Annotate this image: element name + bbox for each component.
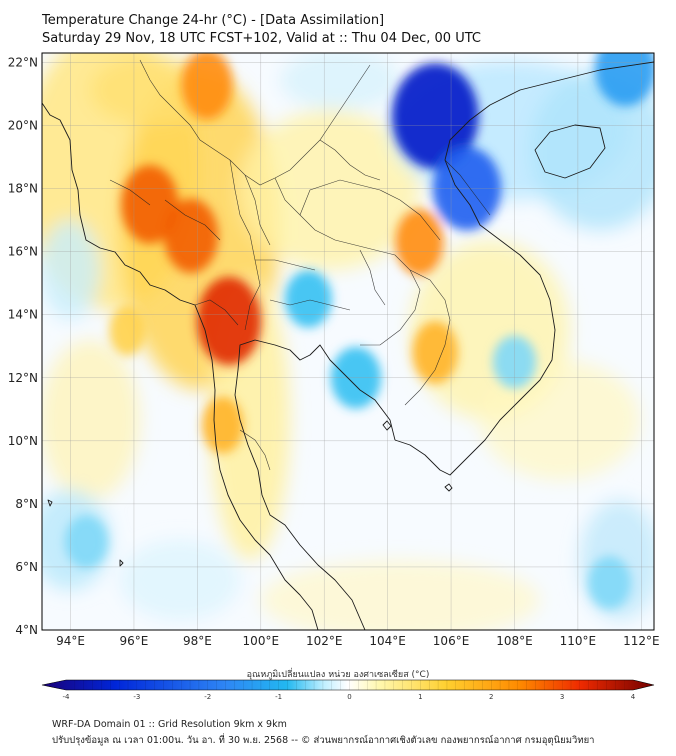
warm-anomaly (197, 276, 262, 366)
colorbar-tick-label: -3 (133, 693, 140, 701)
lon-label: 96°E (120, 634, 149, 648)
colorbar: -4 -3 -2 -1 0 1 2 3 4 (41, 679, 655, 701)
colorbar-tick-label: 3 (560, 693, 564, 701)
lon-label: 102°E (306, 634, 343, 648)
cool-anomaly (588, 556, 632, 610)
lat-label: 18°N (8, 182, 38, 196)
lat-label: 12°N (8, 371, 38, 385)
cool-anomaly (284, 270, 332, 328)
graticule (42, 53, 654, 630)
lat-label: 10°N (8, 434, 38, 448)
longitude-labels: 94°E 96°E 98°E 100°E 102°E 104°E 106°E 108°E 110… (56, 634, 659, 648)
lon-label: 108°E (496, 634, 533, 648)
lat-label: 4°N (15, 623, 38, 637)
colorbar-tick-label: 0 (347, 693, 351, 701)
lon-label: 110°E (560, 634, 597, 648)
lat-label: 8°N (15, 497, 38, 511)
latitude-labels: 22°N 20°N 18°N 16°N 14°N 12°N 10°N 8°N 6°N 4°N (8, 55, 38, 637)
lon-label: 98°E (183, 634, 212, 648)
warm-anomaly (121, 165, 179, 244)
warm-anomaly (109, 305, 147, 356)
colorbar-tick-label: -1 (275, 693, 282, 701)
warm-anomaly (163, 198, 219, 274)
colorbar-title: อุณหภูมิเปลี่ยนแปลง หน่วย องศาเซลเซียส (… (246, 670, 430, 680)
map-subtitle: Saturday 29 Nov, 18 UTC FCST+102, Valid … (42, 31, 481, 46)
plot-frame (41, 52, 655, 631)
colorbar-ticks: -4 -3 -2 -1 0 1 2 3 4 (63, 693, 636, 701)
lon-label: 106°E (433, 634, 470, 648)
lat-label: 20°N (8, 119, 38, 133)
cool-anomaly (392, 63, 479, 169)
lon-label: 94°E (56, 634, 85, 648)
colorbar-tick-label: -4 (63, 693, 71, 701)
colorbar-segments (74, 680, 625, 690)
lat-label: 16°N (8, 245, 38, 259)
coastlines (42, 61, 654, 630)
admin-borders (109, 59, 491, 471)
lat-label: 22°N (8, 55, 38, 69)
warm-anomaly (202, 396, 244, 454)
colorbar-tick-label: 1 (418, 693, 422, 701)
warm-anomaly (395, 208, 444, 276)
lon-label: 104°E (369, 634, 406, 648)
lon-label: 100°E (243, 634, 280, 648)
cool-anomaly (64, 515, 108, 569)
lat-label: 6°N (15, 560, 38, 574)
colorbar-tick-label: -2 (204, 693, 211, 701)
map-title: Temperature Change 24-hr (°C) - [Data As… (42, 13, 385, 28)
lat-label: 14°N (8, 308, 38, 322)
cool-anomaly (594, 53, 654, 107)
warm-anomaly (181, 53, 233, 120)
lon-label: 112°E (623, 634, 660, 648)
colorbar-tick-label: 2 (489, 693, 493, 701)
footer-model-info: WRF-DA Domain 01 :: Grid Resolution 9km … (52, 719, 287, 730)
colorbar-tick-label: 4 (631, 693, 636, 701)
colorbar-body (41, 679, 655, 691)
footer-update-credit: ปรับปรุงข้อมูล ณ เวลา 01:00น. วัน อา. ที… (52, 735, 595, 746)
